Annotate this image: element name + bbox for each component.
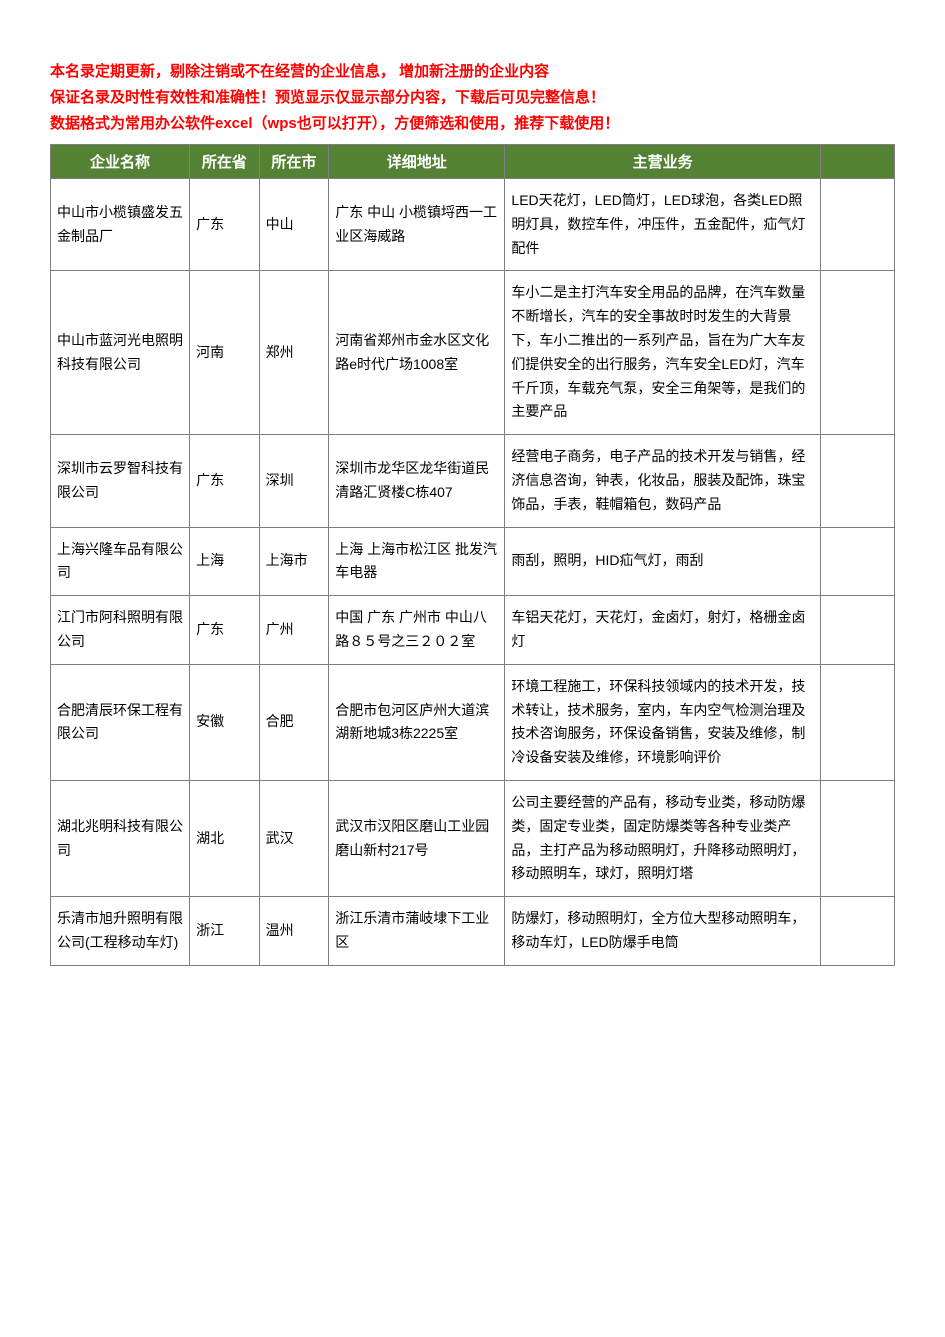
- cell-prov: 广东: [190, 596, 260, 665]
- cell-name: 江门市阿科照明有限公司: [51, 596, 190, 665]
- cell-biz: 雨刮，照明，HID疝气灯，雨刮: [505, 527, 820, 596]
- cell-city: 温州: [259, 897, 329, 966]
- cell-city: 深圳: [259, 435, 329, 527]
- cell-addr: 合肥市包河区庐州大道滨湖新地城3栋2225室: [329, 664, 505, 780]
- cell-prov: 湖北: [190, 780, 260, 896]
- cell-city: 合肥: [259, 664, 329, 780]
- cell-city: 上海市: [259, 527, 329, 596]
- col-header-city: 所在市: [259, 145, 329, 179]
- cell-biz: 经营电子商务，电子产品的技术开发与销售，经济信息咨询，钟表，化妆品，服装及配饰，…: [505, 435, 820, 527]
- table-row: 乐清市旭升照明有限公司(工程移动车灯)浙江温州浙江乐清市蒲岐埭下工业区防爆灯，移…: [51, 897, 895, 966]
- table-body: 中山市小榄镇盛发五金制品厂广东中山广东 中山 小榄镇埒西一工业区海威路LED天花…: [51, 179, 895, 966]
- cell-city: 广州: [259, 596, 329, 665]
- table-row: 合肥清辰环保工程有限公司安徽合肥合肥市包河区庐州大道滨湖新地城3栋2225室环境…: [51, 664, 895, 780]
- table-row: 中山市小榄镇盛发五金制品厂广东中山广东 中山 小榄镇埒西一工业区海威路LED天花…: [51, 179, 895, 271]
- table-row: 深圳市云罗智科技有限公司广东深圳深圳市龙华区龙华街道民清路汇贤楼C栋407经营电…: [51, 435, 895, 527]
- cell-name: 上海兴隆车品有限公司: [51, 527, 190, 596]
- col-header-business: 主营业务: [505, 145, 820, 179]
- table-header-row: 企业名称 所在省 所在市 详细地址 主营业务: [51, 145, 895, 179]
- cell-biz: 公司主要经营的产品有，移动专业类，移动防爆类，固定专业类，固定防爆类等各种专业类…: [505, 780, 820, 896]
- cell-biz: 车小二是主打汽车安全用品的品牌，在汽车数量不断增长，汽车的安全事故时时发生的大背…: [505, 271, 820, 435]
- table-row: 上海兴隆车品有限公司上海上海市上海 上海市松江区 批发汽车电器雨刮，照明，HID…: [51, 527, 895, 596]
- cell-city: 武汉: [259, 780, 329, 896]
- cell-name: 中山市蓝河光电照明科技有限公司: [51, 271, 190, 435]
- cell-extra: [820, 897, 894, 966]
- cell-prov: 上海: [190, 527, 260, 596]
- cell-extra: [820, 271, 894, 435]
- cell-extra: [820, 596, 894, 665]
- cell-extra: [820, 527, 894, 596]
- cell-extra: [820, 780, 894, 896]
- cell-prov: 浙江: [190, 897, 260, 966]
- cell-name: 合肥清辰环保工程有限公司: [51, 664, 190, 780]
- cell-city: 中山: [259, 179, 329, 271]
- cell-name: 乐清市旭升照明有限公司(工程移动车灯): [51, 897, 190, 966]
- intro-line-3: 数据格式为常用办公软件excel（wps也可以打开），方便筛选和使用，推荐下载使…: [50, 112, 895, 136]
- col-header-name: 企业名称: [51, 145, 190, 179]
- cell-biz: 环境工程施工，环保科技领域内的技术开发，技术转让，技术服务，室内，车内空气检测治…: [505, 664, 820, 780]
- table-row: 湖北兆明科技有限公司湖北武汉武汉市汉阳区磨山工业园磨山新村217号公司主要经营的…: [51, 780, 895, 896]
- cell-addr: 河南省郑州市金水区文化路e时代广场1008室: [329, 271, 505, 435]
- col-header-address: 详细地址: [329, 145, 505, 179]
- cell-prov: 安徽: [190, 664, 260, 780]
- cell-name: 湖北兆明科技有限公司: [51, 780, 190, 896]
- intro-line-1: 本名录定期更新，剔除注销或不在经营的企业信息， 增加新注册的企业内容: [50, 60, 895, 84]
- intro-line-2: 保证名录及时性有效性和准确性！预览显示仅显示部分内容，下载后可见完整信息！: [50, 86, 895, 110]
- table-row: 江门市阿科照明有限公司广东广州中国 广东 广州市 中山八路８５号之三２０２室车铝…: [51, 596, 895, 665]
- cell-extra: [820, 435, 894, 527]
- cell-addr: 上海 上海市松江区 批发汽车电器: [329, 527, 505, 596]
- intro-block: 本名录定期更新，剔除注销或不在经营的企业信息， 增加新注册的企业内容 保证名录及…: [50, 60, 895, 136]
- col-header-extra: [820, 145, 894, 179]
- cell-prov: 广东: [190, 435, 260, 527]
- cell-extra: [820, 664, 894, 780]
- cell-name: 深圳市云罗智科技有限公司: [51, 435, 190, 527]
- cell-addr: 中国 广东 广州市 中山八路８５号之三２０２室: [329, 596, 505, 665]
- cell-name: 中山市小榄镇盛发五金制品厂: [51, 179, 190, 271]
- cell-biz: 防爆灯，移动照明灯，全方位大型移动照明车，移动车灯，LED防爆手电筒: [505, 897, 820, 966]
- cell-addr: 武汉市汉阳区磨山工业园磨山新村217号: [329, 780, 505, 896]
- cell-addr: 浙江乐清市蒲岐埭下工业区: [329, 897, 505, 966]
- cell-biz: 车铝天花灯，天花灯，金卤灯，射灯，格栅金卤灯: [505, 596, 820, 665]
- company-table: 企业名称 所在省 所在市 详细地址 主营业务 中山市小榄镇盛发五金制品厂广东中山…: [50, 144, 895, 966]
- cell-prov: 河南: [190, 271, 260, 435]
- cell-prov: 广东: [190, 179, 260, 271]
- cell-addr: 广东 中山 小榄镇埒西一工业区海威路: [329, 179, 505, 271]
- col-header-province: 所在省: [190, 145, 260, 179]
- cell-city: 郑州: [259, 271, 329, 435]
- table-row: 中山市蓝河光电照明科技有限公司河南郑州河南省郑州市金水区文化路e时代广场1008…: [51, 271, 895, 435]
- cell-addr: 深圳市龙华区龙华街道民清路汇贤楼C栋407: [329, 435, 505, 527]
- cell-extra: [820, 179, 894, 271]
- cell-biz: LED天花灯，LED筒灯，LED球泡，各类LED照明灯具，数控车件，冲压件，五金…: [505, 179, 820, 271]
